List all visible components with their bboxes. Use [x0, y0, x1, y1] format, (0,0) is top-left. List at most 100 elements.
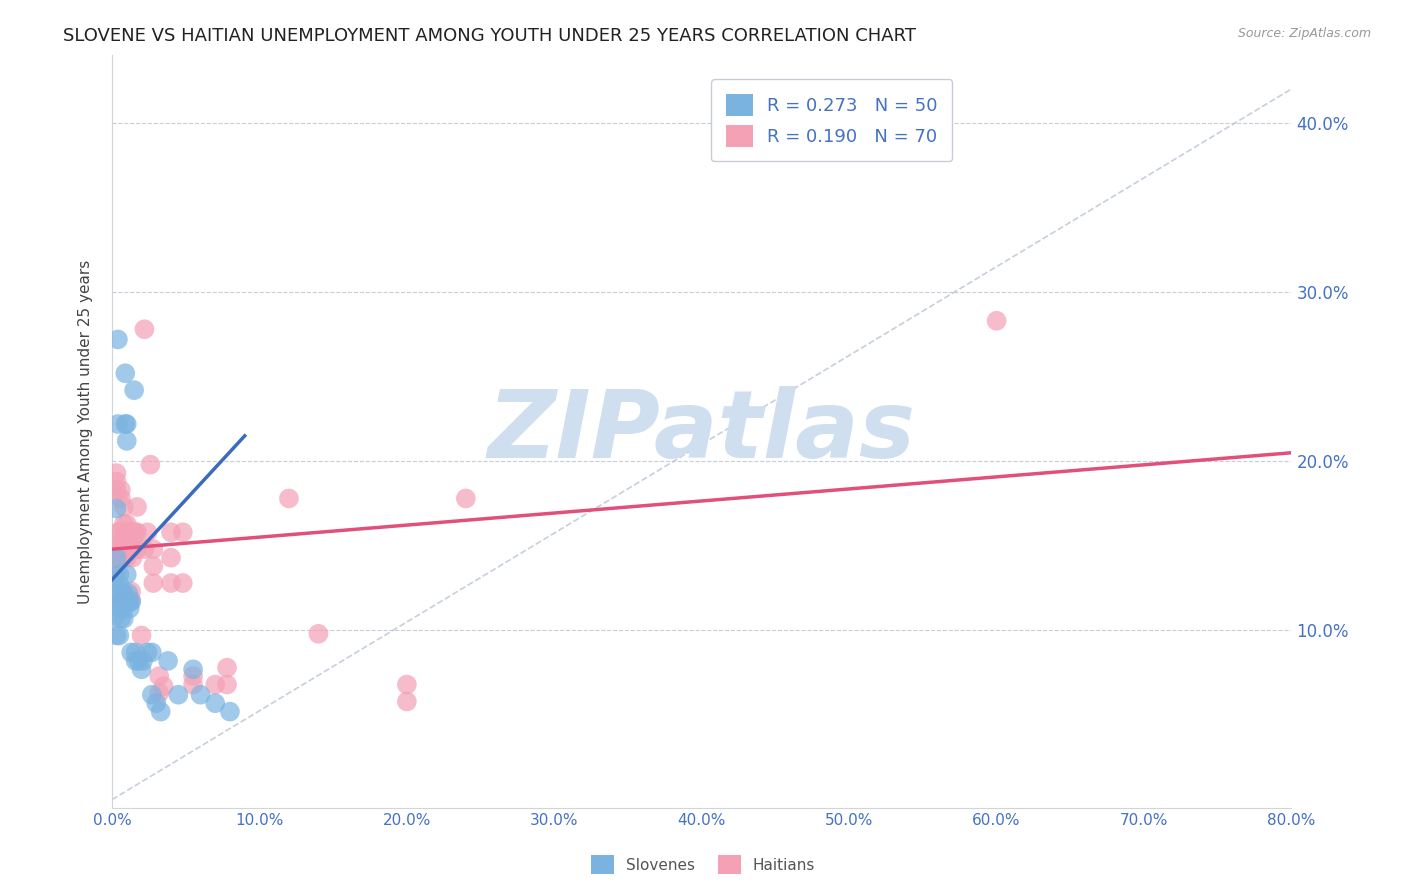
- Point: [108, 628, 131, 642]
- Point: [121, 542, 143, 557]
- Point: [139, 458, 162, 472]
- Point: [114, 417, 136, 431]
- Point: [105, 466, 128, 480]
- Point: [307, 627, 329, 641]
- Point: [114, 550, 136, 565]
- Point: [112, 586, 135, 600]
- Point: [136, 525, 159, 540]
- Point: [107, 542, 129, 557]
- Point: [114, 533, 136, 548]
- Point: [132, 654, 155, 668]
- Point: [114, 366, 136, 380]
- Point: [117, 586, 139, 600]
- Point: [105, 483, 128, 497]
- Point: [142, 542, 165, 557]
- Point: [124, 525, 146, 540]
- Point: [134, 542, 156, 557]
- Point: [107, 332, 129, 346]
- Point: [117, 533, 139, 548]
- Point: [122, 383, 145, 397]
- Y-axis label: Unemployment Among Youth under 25 years: Unemployment Among Youth under 25 years: [79, 260, 93, 604]
- Point: [160, 550, 183, 565]
- Point: [111, 586, 134, 600]
- Point: [112, 595, 135, 609]
- Point: [215, 660, 238, 674]
- Point: [172, 576, 194, 591]
- Point: [136, 645, 159, 659]
- Point: [278, 491, 301, 506]
- Point: [118, 542, 141, 557]
- Point: [120, 593, 142, 607]
- Point: [108, 567, 131, 582]
- Point: [104, 569, 127, 583]
- Point: [145, 696, 167, 710]
- Point: [105, 501, 128, 516]
- Point: [115, 516, 138, 531]
- Text: ZIPatlas: ZIPatlas: [488, 385, 915, 477]
- Point: [215, 677, 238, 691]
- Point: [120, 542, 142, 557]
- Point: [160, 525, 183, 540]
- Point: [105, 475, 128, 489]
- Point: [105, 628, 128, 642]
- Point: [131, 628, 153, 642]
- Text: Source: ZipAtlas.com: Source: ZipAtlas.com: [1237, 27, 1371, 40]
- Point: [134, 322, 156, 336]
- Point: [112, 601, 135, 615]
- Point: [125, 500, 148, 514]
- Point: [172, 525, 194, 540]
- Point: [124, 654, 146, 668]
- Point: [115, 567, 138, 582]
- Point: [125, 525, 148, 540]
- Point: [120, 595, 142, 609]
- Point: [181, 662, 204, 676]
- Point: [112, 611, 135, 625]
- Point: [124, 542, 146, 557]
- Point: [108, 578, 131, 592]
- Point: [120, 584, 142, 599]
- Point: [104, 595, 127, 609]
- Point: [141, 688, 163, 702]
- Text: SLOVENE VS HAITIAN UNEMPLOYMENT AMONG YOUTH UNDER 25 YEARS CORRELATION CHART: SLOVENE VS HAITIAN UNEMPLOYMENT AMONG YO…: [63, 27, 917, 45]
- Legend: Slovenes, Haitians: Slovenes, Haitians: [585, 849, 821, 880]
- Point: [395, 694, 418, 708]
- Point: [152, 679, 174, 693]
- Point: [122, 542, 145, 557]
- Point: [110, 601, 132, 615]
- Point: [104, 550, 127, 565]
- Point: [107, 525, 129, 540]
- Point: [107, 417, 129, 431]
- Point: [111, 595, 134, 609]
- Point: [204, 696, 226, 710]
- Point: [105, 550, 128, 565]
- Point: [157, 654, 180, 668]
- Legend: R = 0.273   N = 50, R = 0.190   N = 70: R = 0.273 N = 50, R = 0.190 N = 70: [711, 79, 952, 161]
- Point: [120, 645, 142, 659]
- Point: [149, 705, 172, 719]
- Point: [108, 595, 131, 609]
- Point: [117, 542, 139, 557]
- Point: [114, 595, 136, 609]
- Point: [111, 542, 134, 557]
- Point: [125, 542, 148, 557]
- Point: [128, 654, 150, 668]
- Point: [115, 550, 138, 565]
- Point: [122, 525, 145, 540]
- Point: [986, 314, 1008, 328]
- Point: [219, 705, 242, 719]
- Point: [142, 576, 165, 591]
- Point: [118, 595, 141, 609]
- Point: [110, 611, 132, 625]
- Point: [104, 610, 127, 624]
- Point: [118, 601, 141, 615]
- Point: [181, 669, 204, 683]
- Point: [108, 525, 131, 540]
- Point: [108, 550, 131, 565]
- Point: [104, 586, 127, 600]
- Point: [148, 686, 170, 700]
- Point: [131, 662, 153, 676]
- Point: [115, 525, 138, 540]
- Point: [204, 677, 226, 691]
- Point: [142, 559, 165, 574]
- Point: [454, 491, 477, 506]
